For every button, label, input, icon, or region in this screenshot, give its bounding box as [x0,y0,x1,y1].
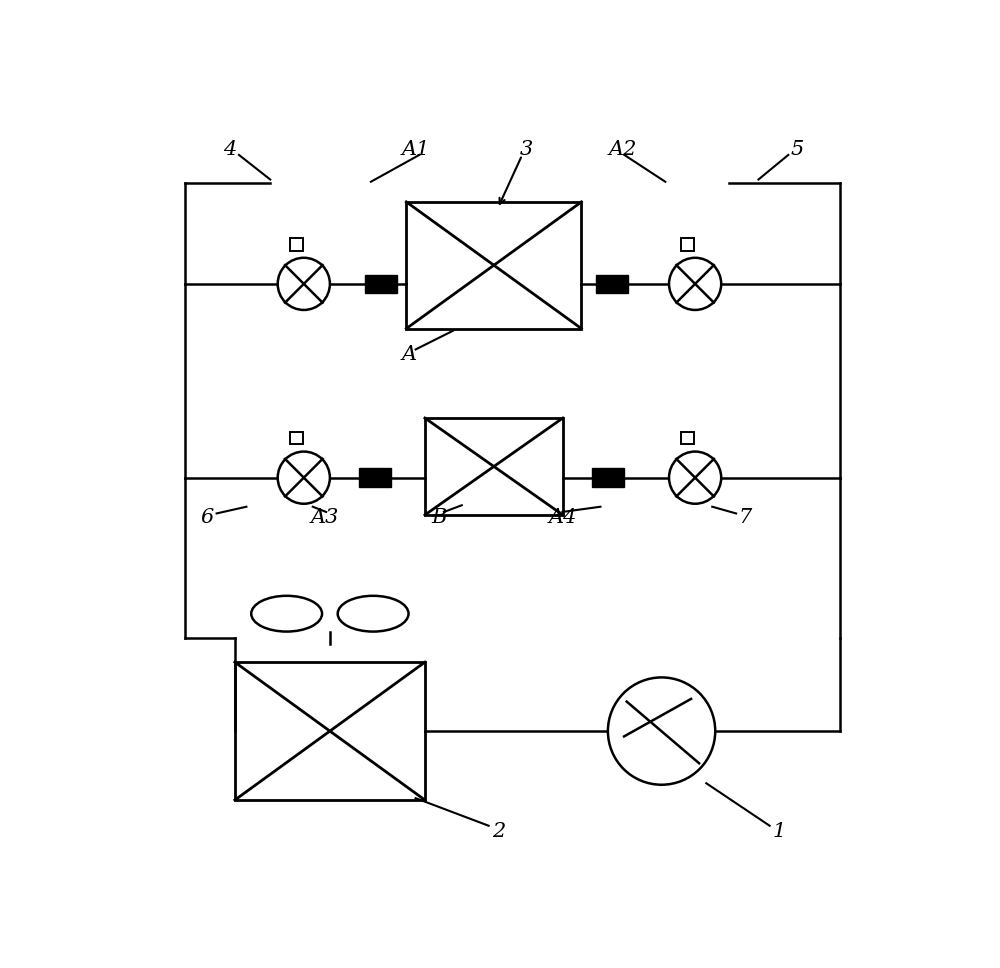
Circle shape [278,451,330,503]
Text: A1: A1 [401,140,430,159]
Bar [235,662,425,800]
Text: 6: 6 [200,507,214,527]
Bar [681,238,694,251]
Bar [406,202,581,328]
Circle shape [669,451,721,503]
Text: 1: 1 [773,822,786,841]
Text: B: B [432,507,447,527]
Bar [290,238,303,251]
Text: A4: A4 [548,507,577,527]
Text: 7: 7 [738,507,752,527]
Text: A: A [402,346,417,364]
Circle shape [278,257,330,310]
Text: 5: 5 [791,140,804,159]
Text: 3: 3 [519,140,533,159]
Circle shape [669,257,721,310]
Circle shape [608,678,715,785]
Bar [592,469,624,487]
Bar [290,432,303,444]
Bar [365,275,397,293]
Text: A3: A3 [310,507,339,527]
Bar [425,418,563,515]
Bar [681,432,694,444]
Text: 4: 4 [223,140,236,159]
Text: A2: A2 [609,140,637,159]
Text: 2: 2 [492,822,506,841]
Bar [359,469,391,487]
Bar [596,275,628,293]
